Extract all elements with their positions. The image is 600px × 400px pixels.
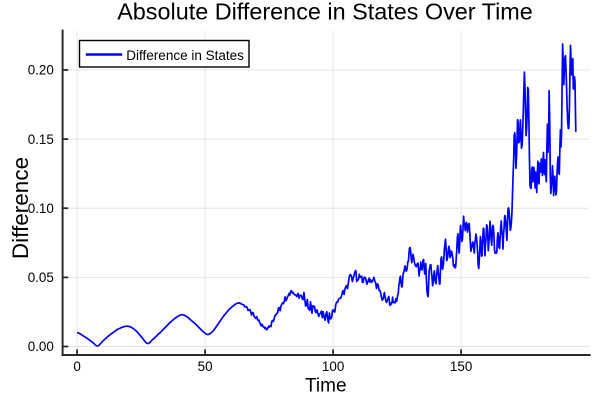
svg-text:100: 100 (322, 359, 344, 374)
svg-text:50: 50 (198, 359, 213, 374)
svg-text:0.15: 0.15 (28, 132, 54, 147)
svg-text:0: 0 (73, 359, 80, 374)
svg-text:0.20: 0.20 (28, 63, 54, 78)
svg-text:150: 150 (450, 359, 472, 374)
svg-text:Time: Time (305, 376, 347, 397)
svg-text:0.10: 0.10 (28, 201, 54, 216)
svg-text:0.05: 0.05 (28, 270, 54, 285)
svg-text:Difference in States: Difference in States (126, 48, 244, 63)
svg-text:Absolute Difference in States: Absolute Difference in States Over Time (117, 0, 533, 25)
svg-text:0.00: 0.00 (28, 339, 54, 354)
svg-text:Difference: Difference (8, 157, 33, 259)
